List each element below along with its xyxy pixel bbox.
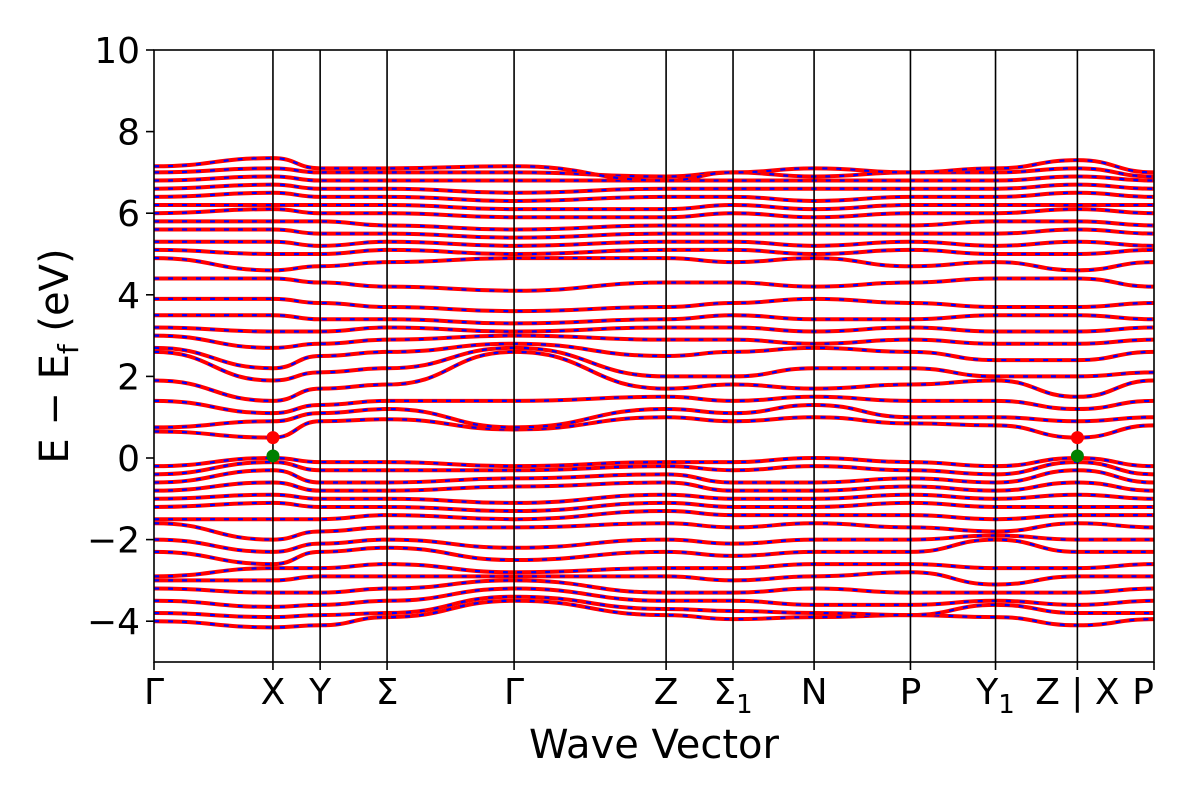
band-dft-9 — [154, 509, 1154, 522]
y-tick-label-5: 6 — [117, 194, 140, 235]
marker-vbm-1 — [266, 449, 280, 463]
band-dft-4 — [154, 570, 1154, 587]
band-dft-38 — [154, 156, 1154, 183]
band-dft-22 — [154, 333, 1154, 350]
y-axis-ticks: −4 −2 0 2 4 6 8 10 — [87, 31, 154, 643]
y-tick-label-0: −4 — [87, 602, 140, 643]
band-dft-14 — [154, 460, 1154, 477]
x-tick-label-5: Z — [654, 672, 679, 713]
band-dft-13 — [154, 468, 1154, 485]
band-dft-34 — [154, 190, 1154, 203]
y-tick-label-1: −2 — [87, 521, 140, 562]
x-tick-label-6: Σ1 — [713, 672, 752, 720]
bands-layer — [154, 156, 1154, 630]
x-tick-label-4: Γ — [504, 672, 524, 713]
band-dft-37 — [154, 166, 1154, 179]
band-dft-15 — [154, 455, 1154, 469]
y-tick-label-6: 8 — [117, 113, 140, 154]
y-axis-title: E − Ef (eV) — [32, 248, 85, 463]
x-axis-ticks: Γ X Y Σ Γ Z Σ1 N P Y1 Z | X P — [144, 662, 1155, 720]
band-dft-16 — [154, 415, 1154, 440]
x-tick-label-3: Σ — [376, 672, 399, 713]
y-tick-label-3: 2 — [117, 357, 140, 398]
band-dft-27 — [154, 256, 1154, 273]
y-tick-label-7: 10 — [94, 31, 140, 72]
band-dft-28 — [154, 247, 1154, 257]
band-dft-31 — [154, 219, 1154, 232]
band-dft-24 — [154, 313, 1154, 326]
x-axis-title: Wave Vector — [529, 722, 780, 768]
band-dft-18 — [154, 394, 1154, 416]
band-edge-markers — [266, 431, 1084, 463]
x-tick-label-2: Y — [308, 672, 332, 713]
band-dft-23 — [154, 325, 1154, 334]
x-tick-label-0: Γ — [144, 672, 164, 713]
band-wannier-0 — [154, 599, 1154, 629]
band-dft-12 — [154, 480, 1154, 493]
y-tick-label-2: 0 — [117, 439, 140, 480]
y-axis-title-subscript: f — [52, 343, 85, 354]
band-dft-3 — [154, 578, 1154, 595]
x-tick-label-7: N — [801, 672, 828, 713]
marker-vbm-3 — [1070, 449, 1084, 463]
x-tick-label-9: Y1 — [975, 672, 1015, 720]
band-dft-29 — [154, 239, 1154, 248]
x-tick-label-10: Z | X — [1035, 672, 1119, 713]
band-wannier-21 — [154, 342, 1154, 370]
band-dft-25 — [154, 296, 1154, 314]
band-dft-26 — [154, 276, 1154, 293]
marker-cbm-2 — [1070, 431, 1084, 445]
band-wannier-6 — [154, 538, 1154, 566]
y-axis-title-main: E − E — [32, 354, 78, 464]
band-dft-33 — [154, 203, 1154, 212]
x-tick-label-8: P — [900, 672, 922, 713]
band-dft-20 — [154, 345, 1154, 383]
marker-cbm-0 — [266, 431, 280, 445]
x-tick-label-11: P — [1132, 672, 1154, 713]
y-axis-title-unit: (eV) — [32, 248, 78, 344]
band-dft-30 — [154, 227, 1154, 240]
band-dft-35 — [154, 182, 1154, 195]
x-tick-label-1: X — [261, 672, 286, 713]
high-symmetry-lines — [272, 50, 1079, 662]
plot-frame — [153, 49, 1155, 663]
y-tick-label-4: 4 — [117, 276, 140, 317]
